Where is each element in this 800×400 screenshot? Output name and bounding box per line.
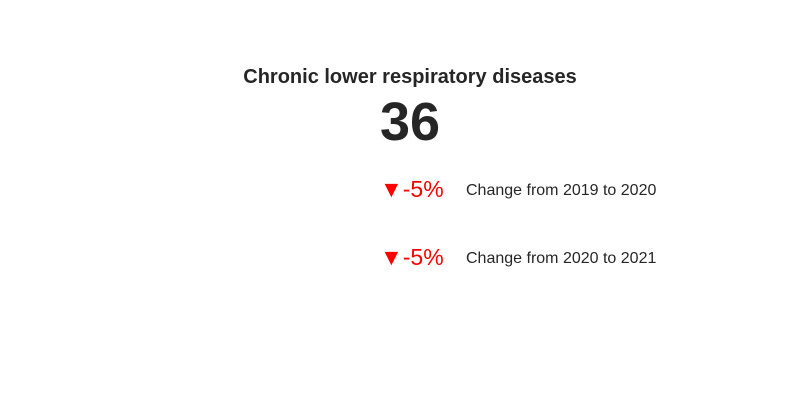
change-label: Change from 2019 to 2020	[466, 182, 657, 199]
change-percent: -5%	[402, 176, 444, 202]
chart-title: Chronic lower respiratory diseases	[243, 66, 577, 88]
change-row: ▼-5% Change from 2020 to 2021	[380, 242, 656, 272]
change-delta: ▼-5%	[380, 242, 466, 272]
change-row: ▼-5% Change from 2019 to 2020	[380, 174, 656, 204]
down-triangle-icon: ▼	[380, 176, 403, 202]
down-triangle-icon: ▼	[380, 244, 403, 270]
change-delta: ▼-5%	[380, 174, 466, 204]
change-label: Change from 2020 to 2021	[466, 250, 657, 267]
kpi-value: 36	[379, 92, 441, 152]
change-percent: -5%	[402, 244, 444, 270]
